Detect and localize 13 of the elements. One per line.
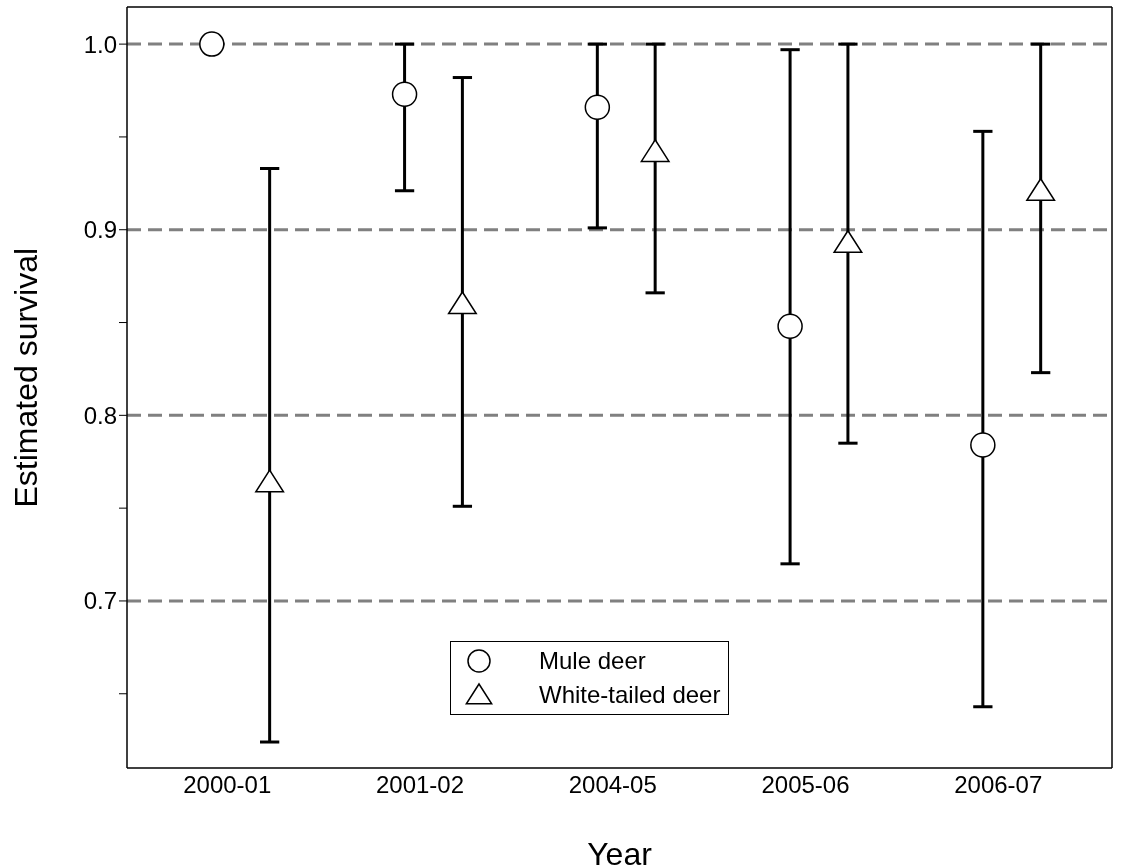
y-axis-title: Estimated survival <box>8 247 45 508</box>
y-tick-label: 1.0 <box>83 30 117 58</box>
legend-label: White-tailed deer <box>539 681 721 709</box>
x-tick-label: 2001-02 <box>375 771 465 799</box>
x-tick-label: 2000-01 <box>183 771 272 799</box>
x-tick-label: 2005-06 <box>761 771 850 799</box>
legend-label: Mule deer <box>539 647 646 675</box>
x-tick-label: 2006-07 <box>954 771 1043 799</box>
x-axis-title: Year <box>587 836 653 867</box>
y-tick-label: 0.9 <box>83 216 117 244</box>
y-tick-label: 0.7 <box>83 587 117 615</box>
x-tick-label: 2004-05 <box>568 771 657 799</box>
y-tick-label: 0.8 <box>83 401 117 429</box>
